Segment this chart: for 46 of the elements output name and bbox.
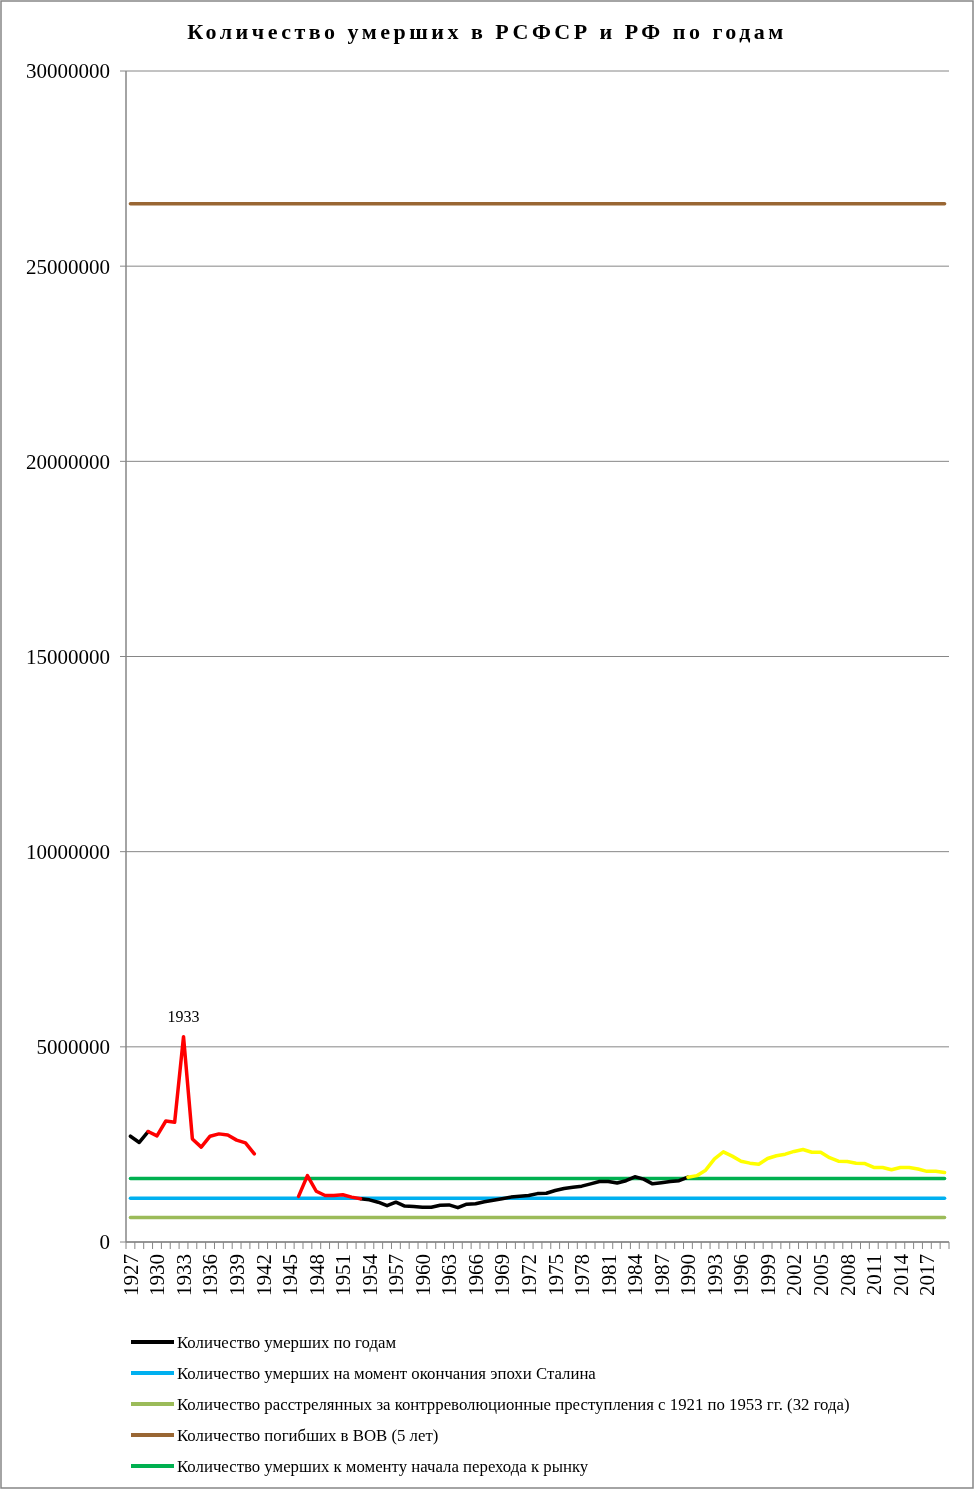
y-tick-label: 5000000 [36,1035,110,1060]
x-tick-label: 1969 [490,1254,515,1296]
legend-label: Количество умерших на момент окончания эпохи Сталина [177,1363,597,1383]
x-tick-label: 1957 [384,1254,409,1296]
x-tick-label: 1984 [623,1253,648,1296]
x-tick-label: 2011 [862,1254,887,1296]
x-tick-label: 2008 [835,1254,860,1296]
x-tick-label: 1978 [570,1254,595,1296]
line-series [686,1147,947,1179]
y-tick-label: 10000000 [26,840,110,865]
x-tick-label: 2005 [809,1254,834,1296]
x-tick-label: 1927 [118,1254,143,1296]
x-tick-label: 1996 [729,1254,754,1296]
x-tick-label: 1948 [304,1254,329,1296]
x-tick-label: 2002 [782,1254,807,1296]
y-tick-label: 15000000 [26,644,110,669]
x-tick-label: 1966 [463,1254,488,1296]
annotation: 1933 [167,1007,200,1025]
legend-label: Количество умерших по годам [177,1332,397,1352]
x-tick-label: 2014 [888,1253,913,1296]
x-tick-label: 1987 [649,1254,674,1296]
x-tick-label: 1933 [171,1254,196,1296]
y-tick-label: 20000000 [26,449,110,474]
y-tick-label: 30000000 [26,59,110,84]
x-tick-label: 1963 [437,1254,462,1296]
x-tick-label: 1993 [702,1254,727,1296]
x-tick-label: 1945 [278,1254,303,1296]
x-tick-label: 1999 [755,1254,780,1296]
x-tick-label: 1942 [251,1254,276,1296]
x-tick-label: 1972 [517,1254,541,1296]
x-tick-label: 1936 [198,1254,223,1296]
legend-label: Количество погибших в ВОВ (5 лет) [177,1425,439,1445]
y-tick-label: 25000000 [26,254,110,279]
y-tick-label: 0 [99,1230,110,1255]
x-tick-label: 1954 [357,1253,382,1296]
x-tick-label: 1975 [543,1254,568,1296]
legend-label: Количество расстрелянных за контрреволюционные преступления с 1921 по 1953 гг. (32 года) [177,1394,850,1414]
x-tick-label: 1981 [596,1254,621,1296]
x-tick-label: 1930 [145,1254,170,1296]
x-tick-label: 1960 [410,1254,435,1296]
x-tick-label: 1951 [331,1254,356,1296]
chart-title: Количество умерших в РСФСР и РФ по годам [187,19,787,44]
legend-label: Количество умерших к моменту начала перехода к рынку [177,1456,589,1476]
x-tick-label: 1939 [224,1254,249,1296]
x-tick-label: 1990 [676,1254,701,1296]
x-tick-label: 2017 [915,1254,940,1296]
